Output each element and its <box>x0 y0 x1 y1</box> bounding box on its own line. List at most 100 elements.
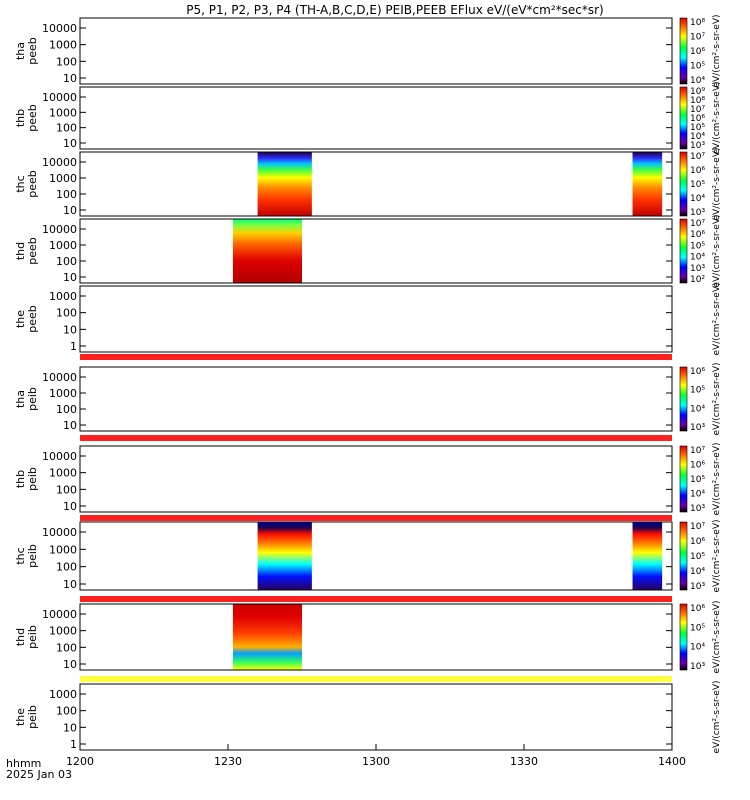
colorbar-tick-label: 10⁴ <box>690 253 705 263</box>
colorbar-tick-label: 10³ <box>690 264 705 274</box>
y-tick-label: 10000 <box>42 450 77 463</box>
panel-background <box>80 152 672 216</box>
spectrogram-block <box>257 522 312 590</box>
colorbar-tick-label: 10³ <box>690 504 705 514</box>
y-tick-label: 100 <box>56 122 77 135</box>
x-axis-label-line2: 2025 Jan 03 <box>6 768 72 781</box>
colorbar-tick-label: 10⁶ <box>690 230 705 240</box>
colorbar-tick-label: 10³ <box>690 208 705 218</box>
panel-thc-peeb: 10 100 1000 10000 thc peeb 10³ 10⁴ 10⁵ 10⁶ 10⁷ eV/(… <box>14 147 722 220</box>
figure-title: P5, P1, P2, P3, P4 (TH-A,B,C,D,E) PEIB,P… <box>186 3 603 17</box>
panel-frame <box>79 218 673 284</box>
y-tick-label: 10 <box>63 323 77 336</box>
x-tick-label: 1300 <box>362 755 390 768</box>
y-axis-label: peeb <box>26 170 39 198</box>
panel-background <box>80 446 672 512</box>
panel-background <box>80 18 672 84</box>
colorbar-tick-label: 10⁵ <box>690 123 705 133</box>
panel-the-peib: 1 10 100 1000 the peib eV/(cm²-s-sr-eV) <box>14 680 722 753</box>
spectrogram-block <box>632 152 663 216</box>
y-tick-label: 10000 <box>42 22 77 35</box>
y-tick-label: 10 <box>63 658 77 671</box>
status-bar <box>80 354 672 360</box>
panel-background <box>80 684 672 750</box>
y-axis-label: tha <box>14 42 27 60</box>
panel-frame <box>79 285 673 353</box>
colorbar <box>679 86 688 150</box>
panel-frame <box>79 521 673 591</box>
y-tick-label: 1000 <box>49 39 77 52</box>
y-tick-label: 1 <box>70 340 77 353</box>
y-axis-label: peib <box>26 625 39 649</box>
colorbar-tick-label: 10⁷ <box>690 105 705 115</box>
y-tick-label: 10 <box>63 721 77 734</box>
panel-thb-peib: 10 100 1000 10000 thb peib 10³ 10⁴ 10⁵ 10⁶ 10⁷ eV/(… <box>14 442 722 515</box>
panel-background <box>80 87 672 149</box>
colorbar-tick-label: 10⁶ <box>690 461 705 471</box>
y-tick-label: 10000 <box>42 156 77 169</box>
y-tick-label: 100 <box>56 255 77 268</box>
spectrogram-block <box>257 152 312 216</box>
colorbar-tick-label: 10⁴ <box>690 643 705 653</box>
panel-frame <box>79 603 673 671</box>
panel-thc-peib: 10 100 1000 10000 thc peib 10³ 10⁴ 10⁵ 10⁶ 10⁷ eV/(… <box>14 519 722 592</box>
colorbar-label: eV/(cm²-s-sr-eV) <box>712 442 722 515</box>
colorbar-tick-label: 10⁵ <box>690 241 705 251</box>
x-tick-label: 1400 <box>658 755 686 768</box>
y-axis-label: peib <box>26 544 39 568</box>
colorbar-tick-label: 10⁷ <box>690 522 705 532</box>
y-tick-label: 100 <box>56 705 77 718</box>
colorbar-tick-label: 10⁷ <box>690 33 705 43</box>
colorbar-tick-label: 10⁶ <box>690 47 705 57</box>
status-bar <box>80 596 672 602</box>
colorbar <box>679 218 688 284</box>
y-axis-label: tha <box>14 390 27 408</box>
y-axis-label: peib <box>26 705 39 729</box>
y-tick-label: 100 <box>56 641 77 654</box>
y-tick-label: 10 <box>63 419 77 432</box>
y-tick-label: 100 <box>56 55 77 68</box>
colorbar-tick-label: 10³ <box>690 423 705 433</box>
y-tick-label: 1 <box>70 738 77 751</box>
colorbar-tick-label: 10⁴ <box>690 490 705 500</box>
colorbar-label: eV/(cm²-s-sr-eV) <box>712 214 722 287</box>
colorbar <box>679 445 688 513</box>
y-tick-label: 1000 <box>49 172 77 185</box>
colorbar-tick-label: 10⁴ <box>690 404 705 414</box>
y-tick-label: 1000 <box>49 543 77 556</box>
y-tick-label: 10000 <box>42 371 77 384</box>
status-bar <box>80 435 672 441</box>
spectrogram-block <box>232 604 302 670</box>
spectrogram-block <box>632 522 663 590</box>
colorbar-tick-label: 10⁷ <box>690 446 705 456</box>
colorbar <box>679 603 688 671</box>
colorbar-tick-label: 10⁵ <box>690 386 705 396</box>
panel-background <box>80 604 672 670</box>
y-axis-label: the <box>14 310 27 328</box>
y-axis-label: thd <box>14 242 27 260</box>
colorbar-tick-label: 10⁴ <box>690 194 705 204</box>
y-tick-label: 1000 <box>49 106 77 119</box>
x-tick-label: 1200 <box>66 755 94 768</box>
x-tick-label: 1330 <box>510 755 538 768</box>
y-axis-label: peeb <box>26 104 39 132</box>
y-tick-label: 100 <box>56 188 77 201</box>
colorbar-tick-label: 10⁵ <box>690 62 705 72</box>
colorbar <box>679 521 688 591</box>
panel-tha-peeb: 10 100 1000 10000 tha peeb 10⁴ 10⁵ 10⁶ 10⁷ 10⁸ eV/(… <box>14 14 722 87</box>
y-tick-label: 10000 <box>42 91 77 104</box>
y-axis-label: thc <box>14 175 27 192</box>
y-tick-label: 10 <box>63 271 77 284</box>
y-axis-label: peib <box>26 387 39 411</box>
colorbar-tick-label: 10⁵ <box>690 623 705 633</box>
colorbar-tick-label: 10⁶ <box>690 114 705 124</box>
y-tick-label: 10000 <box>42 608 77 621</box>
colorbar-tick-label: 10² <box>690 275 705 285</box>
colorbar-label: eV/(cm²-s-sr-eV) <box>712 282 722 355</box>
status-bar <box>80 515 672 521</box>
y-tick-label: 100 <box>56 483 77 496</box>
y-axis-label: peeb <box>26 237 39 265</box>
panel-frame <box>79 366 673 432</box>
